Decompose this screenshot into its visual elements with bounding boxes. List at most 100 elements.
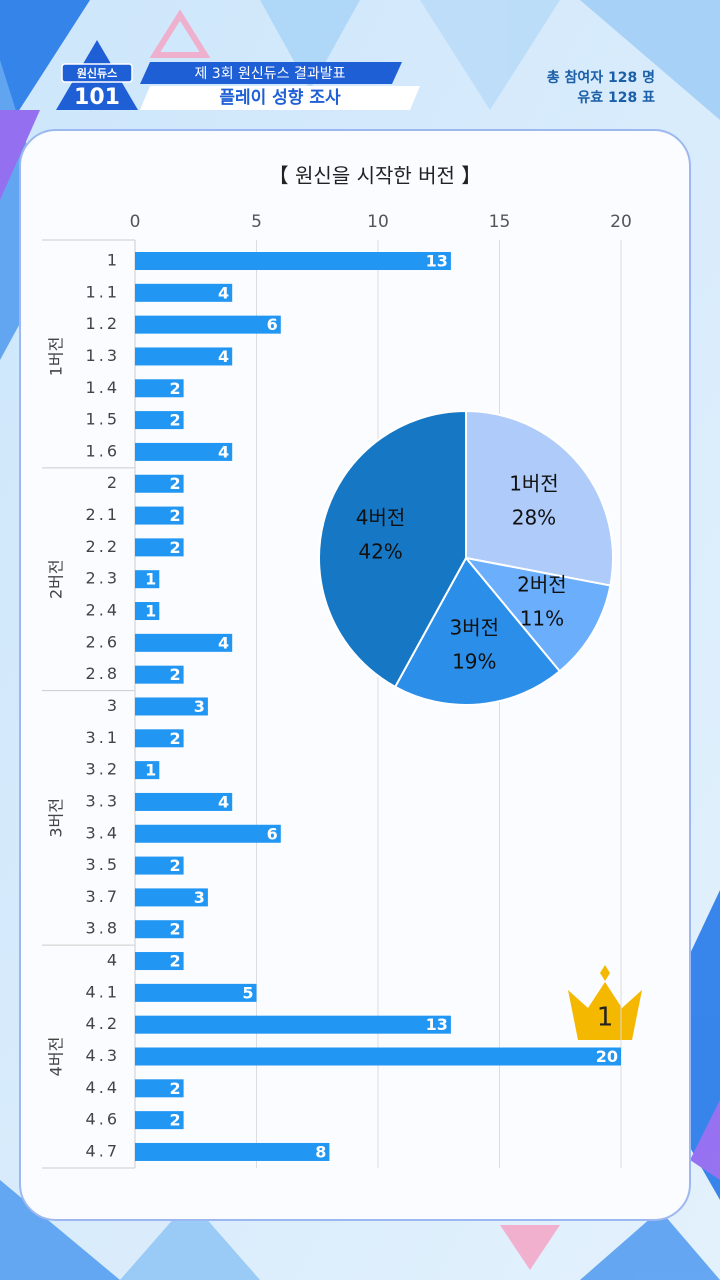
bar-value-label: 8 [315,1142,326,1161]
y-tick-label: 2 [107,473,120,492]
y-tick-label: 2.4 [86,601,120,620]
bar-value-label: 2 [169,506,180,525]
crown: 1 [568,965,642,1040]
y-tick-label: 1.6 [86,441,120,460]
pie-label: 2버전 [517,572,567,596]
y-tick-label: 3.2 [86,760,120,779]
y-tick-label: 2.8 [86,664,120,683]
y-tick-label: 4.6 [86,1110,120,1129]
x-tick-label: 0 [130,212,141,232]
logo: 원신듀스 101 [56,40,138,110]
y-tick-label: 3.1 [86,728,120,747]
bar [135,411,184,430]
bar [135,347,233,366]
bar-value-label: 1 [145,570,156,589]
bar-value-label: 2 [169,665,180,684]
valid-votes: 유효 128 표 [577,90,655,106]
group-label: 4버전 [47,1037,66,1077]
pie-label: 3버전 [450,615,500,639]
bar-value-label: 2 [169,1111,180,1130]
logo-top: 원신듀스 [77,66,117,80]
bar-value-label: 1 [145,602,156,621]
y-tick-label: 4.1 [86,982,120,1001]
y-tick-label: 3.7 [86,887,120,906]
pie-slice [318,409,467,689]
pie-value-label: 42% [358,540,402,564]
bar [135,1047,621,1066]
title-banner [140,86,420,110]
bar-value-label: 4 [218,283,229,302]
y-tick-label: 1.4 [86,378,120,397]
bar-value-label: 4 [218,633,229,652]
bar-value-label: 2 [169,538,180,557]
bar-value-label: 4 [218,347,229,366]
pie-label: 1버전 [509,471,559,495]
bar-value-label: 2 [169,729,180,748]
y-tick-label: 1.5 [86,410,120,429]
y-tick-label: 4.2 [86,1014,120,1033]
x-tick-label: 5 [251,212,262,232]
bar [135,792,233,811]
bar-value-label: 2 [169,856,180,875]
x-tick-label: 15 [489,212,511,232]
bar [135,1079,184,1098]
bar-value-label: 3 [194,697,205,716]
bar [135,442,233,461]
bar [135,824,281,843]
pie-slice [463,556,612,673]
y-tick-label: 3.3 [86,791,120,810]
bar-value-label: 5 [242,983,253,1002]
bar [135,729,184,748]
bar-value-label: 20 [596,1047,618,1066]
y-tick-label: 2.1 [86,505,120,524]
bar [135,474,184,493]
group-label: 3버전 [47,798,66,838]
y-tick-label: 4.4 [86,1078,120,1097]
bar [135,252,451,270]
bar-value-label: 2 [169,952,180,971]
title: 플레이 성향 조사 [219,87,341,108]
bar-value-label: 2 [169,379,180,398]
x-tick-label: 10 [367,212,389,232]
pie-value-label: 19% [452,649,496,673]
pie-value-label: 11% [520,606,564,630]
bar-value-label: 1 [145,761,156,780]
pie-slice [465,409,614,587]
bar [135,983,257,1002]
bar [135,952,184,971]
y-tick-label: 3.4 [86,823,120,842]
panel [19,129,691,1221]
pie-slice [393,556,562,706]
bar-value-label: 13 [426,1015,448,1034]
bar [135,856,184,875]
bar [135,1111,184,1130]
bar-value-label: 4 [218,792,229,811]
bar [135,283,233,302]
bar [135,506,184,525]
bar [135,379,184,398]
bar [135,633,233,652]
bar-value-label: 6 [267,824,278,843]
logo-number: 101 [74,85,120,110]
y-tick-label: 1.1 [86,282,120,301]
bar [135,1142,330,1161]
group-label: 2버전 [47,559,66,599]
subtitle-banner [140,62,402,84]
bar [135,920,184,939]
y-tick-label: 1 [107,251,120,270]
bar [135,1015,451,1034]
pie-label: 4버전 [356,506,406,530]
bar-value-label: 2 [169,1079,180,1098]
annotation: 1 [597,1003,614,1033]
y-tick-label: 2.3 [86,569,120,588]
y-tick-label: 3.8 [86,919,120,938]
subtitle: 제 3회 원신듀스 결과발표 [194,66,345,82]
y-tick-label: 1.3 [86,346,120,365]
bar [135,697,208,716]
bar [135,538,184,557]
bar [135,665,184,684]
bar-value-label: 3 [194,888,205,907]
y-tick-label: 1.2 [86,314,120,333]
bar-value-label: 2 [169,920,180,939]
